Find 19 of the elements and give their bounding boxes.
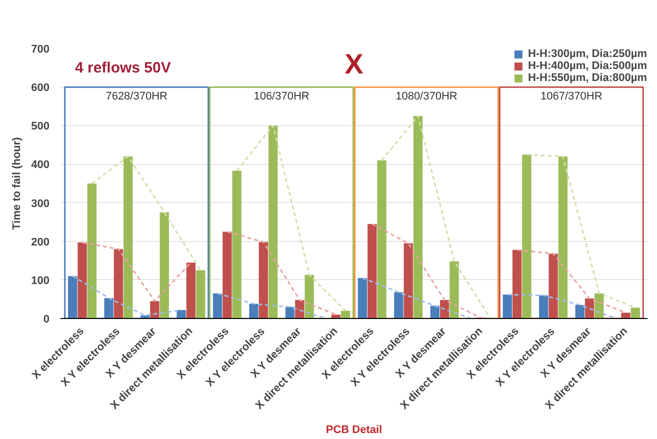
y-tick-label: 600 [31,82,50,94]
y-tick-label: 100 [31,274,50,287]
y-tick-label: 300 [31,198,50,210]
y-tick-label: 400 [31,159,50,172]
legend-label: H-H:300µm, Dia:250µm [528,48,647,60]
legend-label: H-H:550µm, Dia:800µm [528,72,647,84]
annotation: X [344,48,364,80]
annotation: 1067/370HR [540,90,602,103]
annotation: 106/370HR [254,90,310,103]
annotation: 1080/370HR [396,90,458,103]
y-tick-label: 0 [43,314,50,326]
y-axis-title: Time to fail (hour) [11,136,24,230]
x-axis-title: PCB Detail [326,424,382,436]
y-tick-label: 500 [31,120,50,133]
annotation: 7628/370HR [106,90,168,103]
y-tick-label: 700 [31,44,50,56]
annotation: 4 reflows 50V [74,59,171,76]
y-tick-label: 200 [31,236,50,248]
legend-label: H-H:400µm, Dia:500µm [528,60,647,72]
